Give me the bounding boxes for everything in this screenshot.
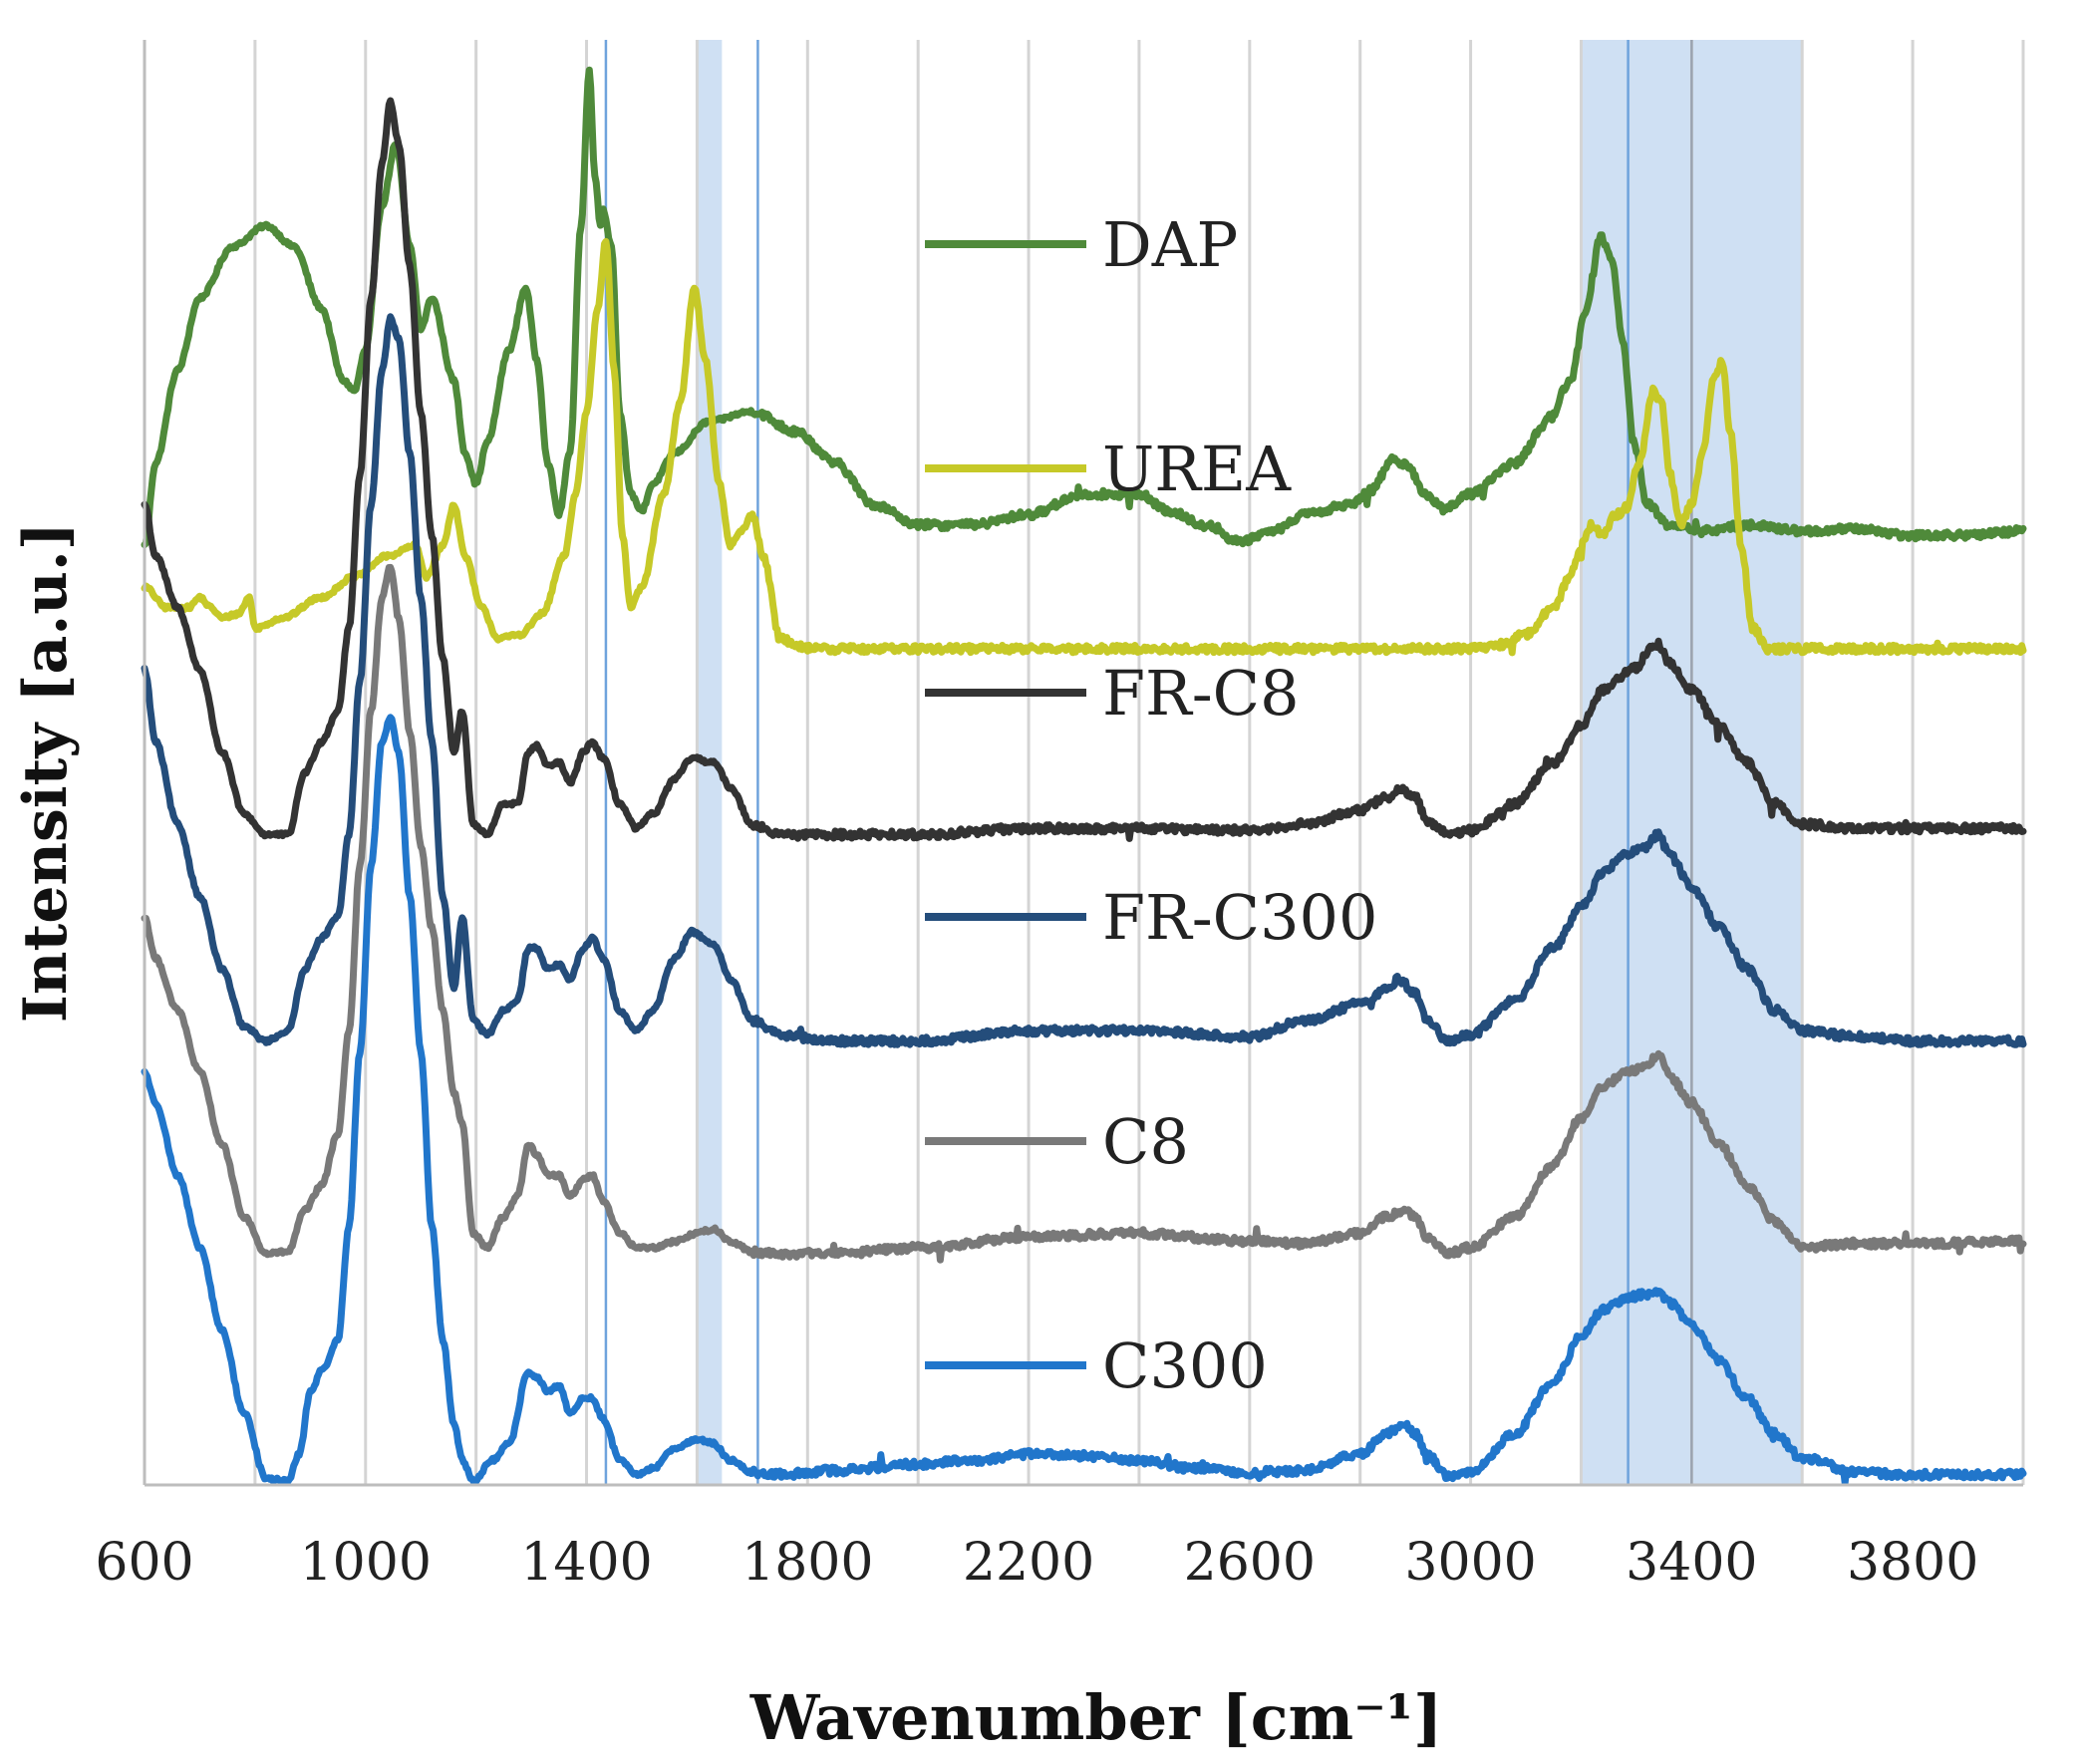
series-line-c8 xyxy=(141,563,2027,1264)
legend-item-c300: C300 xyxy=(925,1329,1268,1402)
x-tick-label: 3800 xyxy=(1847,1533,1978,1593)
legend-label: C300 xyxy=(1102,1329,1268,1402)
series-line-fr-c8 xyxy=(141,97,2027,842)
legend-label: C8 xyxy=(1102,1105,1189,1178)
x-tick-labels: 600 1000 1400 1800 2200 2600 3000 3400 3800 xyxy=(95,1533,1978,1593)
legend-label: DAP xyxy=(1102,208,1238,281)
x-tick-label: 1000 xyxy=(300,1533,432,1593)
legend-label: FR-C8 xyxy=(1102,657,1300,730)
legend-item-fr-c8: FR-C8 xyxy=(925,657,1300,730)
series-line-urea xyxy=(141,237,2027,657)
x-tick-label: 600 xyxy=(95,1533,193,1593)
x-tick-label: 2200 xyxy=(963,1533,1094,1593)
legend-item-urea: UREA xyxy=(925,433,1292,505)
x-tick-label: 3000 xyxy=(1404,1533,1536,1593)
x-tick-label: 3400 xyxy=(1626,1533,1757,1593)
legend-item-c8: C8 xyxy=(925,1105,1189,1178)
x-tick-label: 1400 xyxy=(520,1533,652,1593)
legend-label: UREA xyxy=(1102,433,1292,505)
x-tick-label: 1800 xyxy=(742,1533,873,1593)
legend: DAP UREA FR-C8 FR-C300 C8 C300 xyxy=(925,208,1377,1402)
legend-item-fr-c300: FR-C300 xyxy=(925,881,1377,954)
x-axis-title: Wavenumber [cm⁻¹] xyxy=(749,1681,1443,1754)
legend-label: FR-C300 xyxy=(1102,881,1377,954)
series-line-fr-c300 xyxy=(141,313,2027,1048)
series-lines xyxy=(141,66,2027,1487)
series-line-dap xyxy=(141,66,2027,549)
legend-item-dap: DAP xyxy=(925,208,1238,281)
series-line-c300 xyxy=(141,714,2027,1487)
x-tick-label: 2600 xyxy=(1184,1533,1316,1593)
y-axis-title: Intensity [a.u.] xyxy=(11,522,81,1023)
